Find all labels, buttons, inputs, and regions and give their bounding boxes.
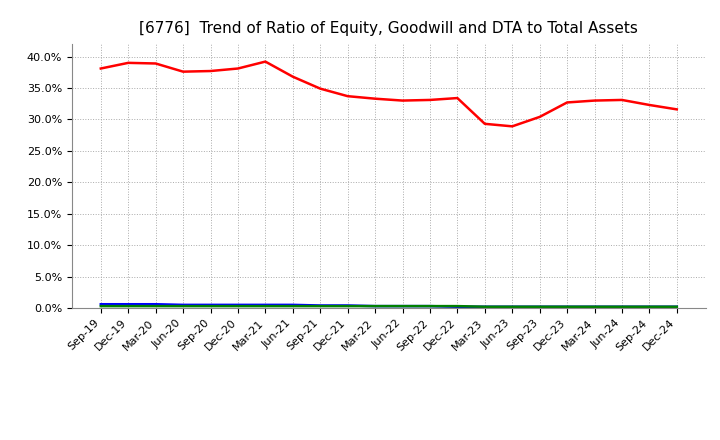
Deferred Tax Assets [179, 304, 187, 309]
Deferred Tax Assets [453, 304, 462, 309]
Deferred Tax Assets [261, 304, 270, 309]
Goodwill [233, 302, 242, 308]
Goodwill [480, 304, 489, 309]
Title: [6776]  Trend of Ratio of Equity, Goodwill and DTA to Total Assets: [6776] Trend of Ratio of Equity, Goodwil… [140, 21, 638, 36]
Deferred Tax Assets [151, 304, 160, 309]
Goodwill [261, 302, 270, 308]
Equity [316, 86, 325, 91]
Goodwill [206, 302, 215, 308]
Equity [206, 68, 215, 73]
Equity [151, 61, 160, 66]
Goodwill [536, 304, 544, 309]
Deferred Tax Assets [96, 304, 105, 309]
Equity [453, 95, 462, 101]
Goodwill [508, 304, 516, 309]
Goodwill [289, 302, 297, 308]
Deferred Tax Assets [590, 304, 599, 309]
Equity [343, 94, 352, 99]
Deferred Tax Assets [124, 304, 132, 309]
Line: Goodwill: Goodwill [101, 304, 677, 307]
Equity [96, 66, 105, 71]
Equity [563, 100, 572, 105]
Deferred Tax Assets [316, 304, 325, 309]
Equity [261, 59, 270, 64]
Goodwill [645, 304, 654, 309]
Line: Equity: Equity [101, 62, 677, 126]
Deferred Tax Assets [426, 304, 434, 309]
Goodwill [618, 304, 626, 309]
Deferred Tax Assets [398, 304, 407, 309]
Deferred Tax Assets [206, 304, 215, 309]
Deferred Tax Assets [508, 304, 516, 309]
Goodwill [96, 301, 105, 307]
Goodwill [151, 301, 160, 307]
Deferred Tax Assets [371, 304, 379, 309]
Equity [289, 74, 297, 79]
Equity [480, 121, 489, 126]
Goodwill [563, 304, 572, 309]
Equity [618, 97, 626, 103]
Goodwill [426, 304, 434, 309]
Equity [179, 69, 187, 74]
Deferred Tax Assets [480, 304, 489, 309]
Goodwill [371, 304, 379, 309]
Goodwill [453, 304, 462, 309]
Goodwill [398, 304, 407, 309]
Deferred Tax Assets [618, 304, 626, 309]
Equity [536, 114, 544, 120]
Equity [672, 107, 681, 112]
Goodwill [343, 303, 352, 308]
Deferred Tax Assets [563, 304, 572, 309]
Goodwill [316, 303, 325, 308]
Goodwill [124, 301, 132, 307]
Goodwill [179, 302, 187, 308]
Deferred Tax Assets [343, 304, 352, 309]
Equity [645, 103, 654, 108]
Deferred Tax Assets [536, 304, 544, 309]
Equity [426, 97, 434, 103]
Goodwill [590, 304, 599, 309]
Equity [508, 124, 516, 129]
Equity [124, 60, 132, 66]
Equity [371, 96, 379, 101]
Deferred Tax Assets [289, 304, 297, 309]
Equity [590, 98, 599, 103]
Equity [233, 66, 242, 71]
Deferred Tax Assets [233, 304, 242, 309]
Equity [398, 98, 407, 103]
Deferred Tax Assets [672, 304, 681, 309]
Line: Deferred Tax Assets: Deferred Tax Assets [101, 306, 677, 307]
Goodwill [672, 304, 681, 309]
Deferred Tax Assets [645, 304, 654, 309]
